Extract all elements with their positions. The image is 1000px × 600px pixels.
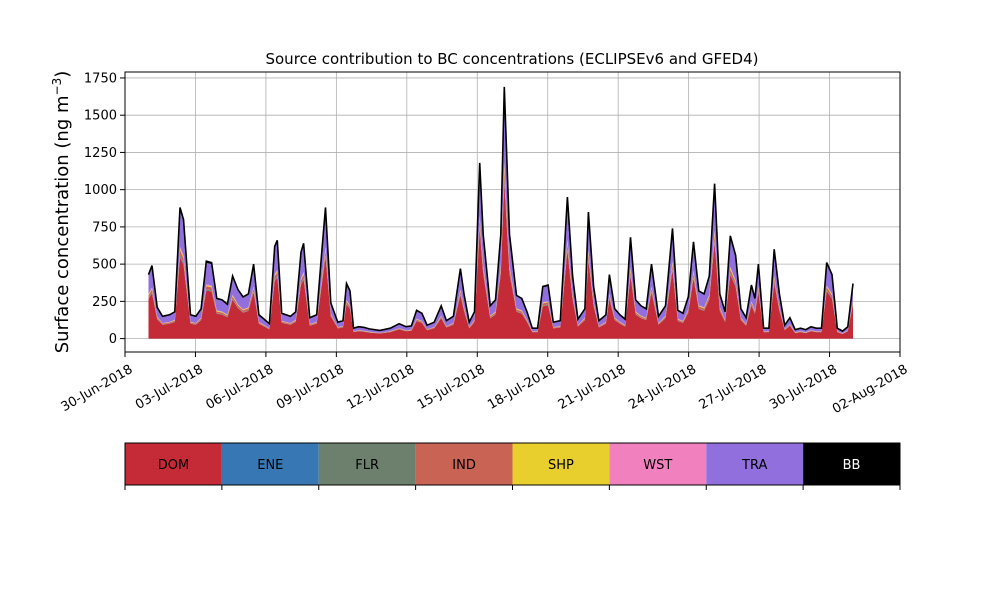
y-axis-label-exp: −3: [50, 78, 64, 96]
x-tick-label: 24-Jul-2018: [626, 362, 699, 413]
x-tick-label: 30-Jul-2018: [767, 362, 840, 413]
x-tick-label: 09-Jul-2018: [274, 362, 347, 413]
y-tick-label: 1250: [84, 146, 117, 161]
legend-label-tra: TRA: [741, 458, 767, 473]
legend-swatch-ene: [221, 443, 319, 485]
y-tick-label: 0: [109, 332, 117, 347]
stacked-areas: [147, 86, 854, 339]
legend-swatch-dom: [125, 443, 222, 485]
chart-title: Source contribution to BC concentrations…: [265, 50, 758, 68]
y-tick-label: 500: [92, 258, 117, 273]
x-tick-label: 30-Jun-2018: [59, 362, 136, 415]
legend-swatch-tra: [706, 443, 804, 485]
area-tra: [148, 91, 853, 334]
plot-border: [124, 71, 901, 353]
legend-label-flr: FLR: [355, 458, 379, 473]
total-outline: [147, 86, 854, 333]
x-tick-label: 06-Jul-2018: [203, 362, 276, 413]
legend-swatch-flr: [318, 443, 416, 485]
legend-swatch-wst: [609, 443, 707, 485]
legend-swatch-ind: [415, 443, 513, 485]
x-tick-label: 27-Jul-2018: [697, 362, 770, 413]
y-tick-label: 1750: [84, 71, 117, 86]
legend-border: [124, 442, 901, 486]
x-tick-label: 12-Jul-2018: [344, 362, 417, 413]
x-axis: 30-Jun-201803-Jul-201806-Jul-201809-Jul-…: [59, 352, 910, 417]
y-axis-label-close: ): [52, 71, 73, 78]
legend-colorbar: DOM ENE FLR IND SHP WST TRA BB: [124, 442, 901, 490]
x-tick-label: 03-Jul-2018: [133, 362, 206, 413]
y-axis: 0 250 500 750 1000 1250 1500 1750: [84, 71, 125, 347]
legend-label-shp: SHP: [548, 458, 574, 473]
legend-swatch-bb: [803, 443, 900, 485]
x-tick-label: 21-Jul-2018: [556, 362, 629, 413]
legend-swatch-shp: [512, 443, 610, 485]
y-tick-label: 750: [92, 220, 117, 235]
x-tick-label: 15-Jul-2018: [415, 362, 488, 413]
area-dom: [148, 182, 853, 339]
y-tick-label: 1500: [84, 109, 117, 124]
legend-label-ene: ENE: [257, 458, 283, 473]
y-tick-label: 1000: [84, 183, 117, 198]
legend-label-dom: DOM: [158, 458, 189, 473]
y-axis-label: Surface concentration (ng m−3): [50, 71, 73, 354]
x-tick-label: 02-Aug-2018: [830, 362, 910, 417]
y-tick-label: 250: [92, 295, 117, 310]
plot-frame: [124, 71, 901, 353]
legend-label-ind: IND: [452, 458, 476, 473]
y-axis-label-main: Surface concentration (ng m: [52, 95, 73, 353]
legend-label-wst: WST: [643, 458, 672, 473]
x-tick-label: 18-Jul-2018: [485, 362, 558, 413]
legend-label-bb: BB: [843, 458, 861, 473]
